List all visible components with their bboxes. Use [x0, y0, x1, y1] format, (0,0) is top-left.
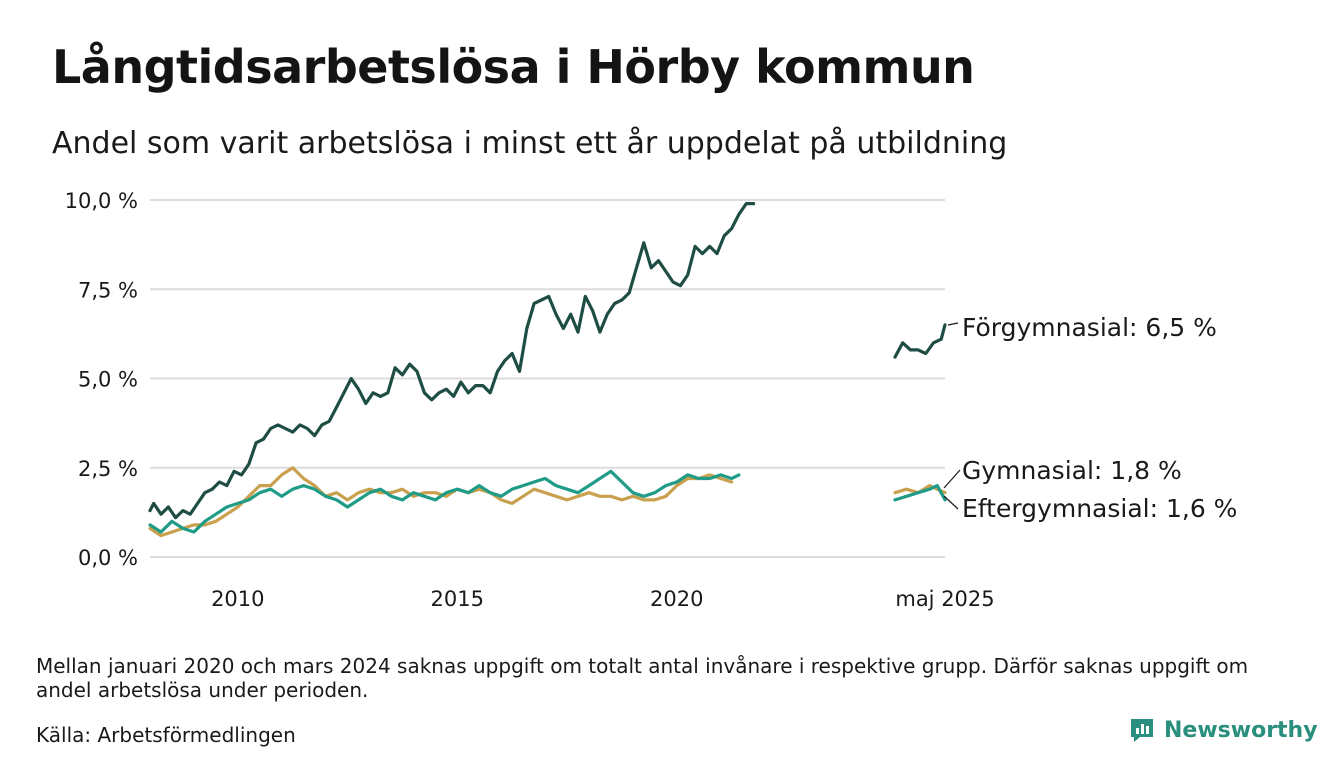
- series-end-label-eftergymnasial: Eftergymnasial: 1,6 %: [962, 494, 1237, 523]
- series-end-label-förgymnasial: Förgymnasial: 6,5 %: [962, 313, 1217, 342]
- series-line-förgymnasial: [893, 323, 947, 359]
- series-line-eftergymnasial: [148, 469, 741, 534]
- leader-line-förgymnasial: [947, 322, 959, 326]
- line-chart: 0,0 % 2,5 % 5,0 % 7,5 % 10,0 % 2010 2015 2020 ma…: [65, 189, 1238, 611]
- series-line-gymnasial: [148, 466, 734, 538]
- footnote: Mellan januari 2020 och mars 2024 saknas…: [36, 654, 1249, 702]
- brand-logo: Newsworthy: [1128, 716, 1318, 744]
- brand-name: Newsworthy: [1164, 717, 1318, 743]
- y-tick-label: 7,5 %: [78, 278, 138, 302]
- series-end-label-gymnasial: Gymnasial: 1,8 %: [962, 456, 1182, 485]
- leader-line-gymnasial: [943, 469, 961, 489]
- x-tick-label: 2020: [650, 587, 703, 611]
- y-tick-label: 10,0 %: [65, 189, 138, 213]
- leader-line-eftergymnasial: [943, 495, 959, 510]
- y-tick-label: 2,5 %: [78, 457, 138, 481]
- source-text: Källa: Arbetsförmedlingen: [36, 723, 296, 747]
- y-tick-label: 0,0 %: [78, 546, 138, 570]
- chart-title: Långtidsarbetslösa i Hörby kommun: [52, 40, 975, 94]
- y-tick-label: 5,0 %: [78, 368, 138, 392]
- x-tick-label: 2015: [431, 587, 484, 611]
- series-line-förgymnasial: [148, 202, 756, 520]
- x-tick-label: 2010: [211, 587, 264, 611]
- series-line-eftergymnasial: [893, 484, 947, 502]
- chart-subtitle: Andel som varit arbetslösa i minst ett å…: [52, 126, 1008, 161]
- newsworthy-logo-icon: [1131, 719, 1153, 742]
- x-tick-label: maj 2025: [895, 587, 994, 611]
